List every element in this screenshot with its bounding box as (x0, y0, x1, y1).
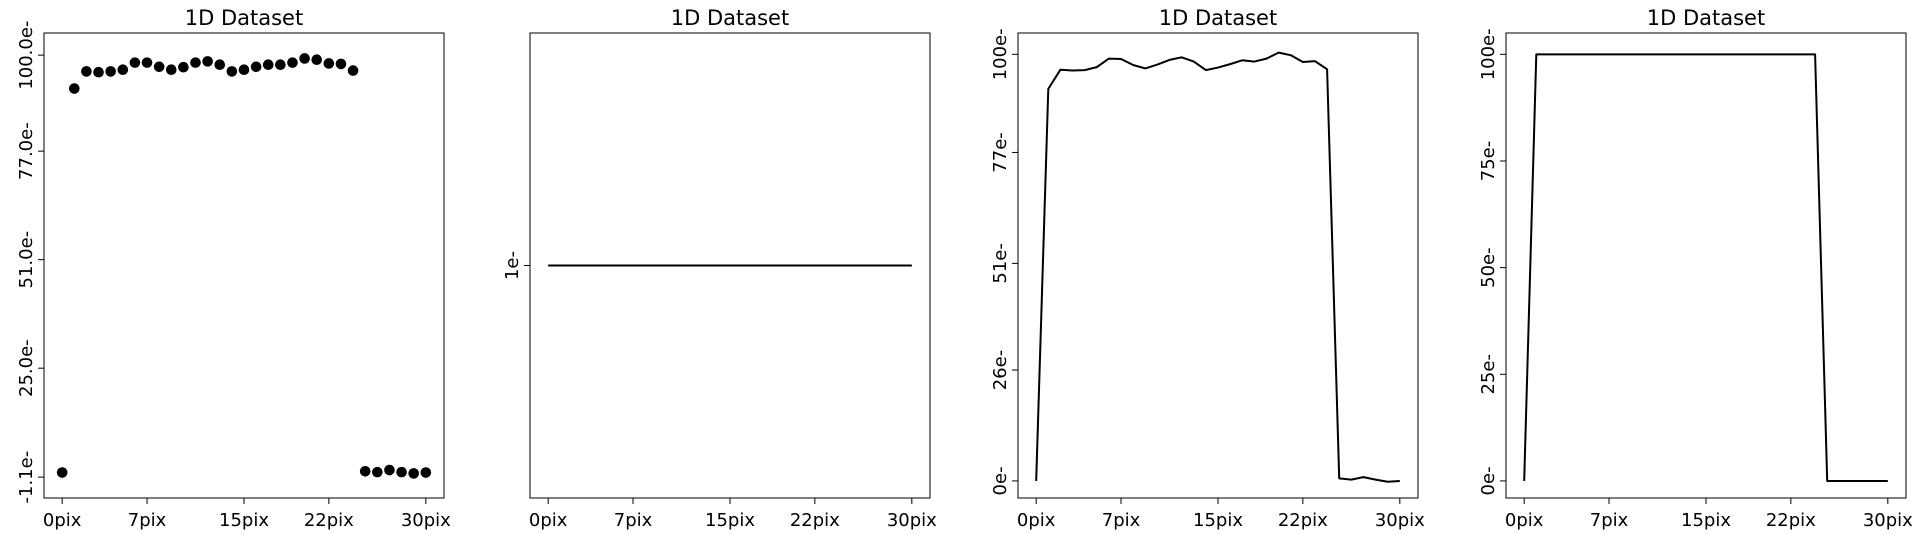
x-tick-label: 0pix (529, 510, 568, 531)
chart-title: 1D Dataset (671, 6, 789, 30)
x-tick-label: 0pix (43, 510, 82, 531)
x-tick-label: 22pix (790, 510, 840, 531)
x-tick-label: 30pix (1863, 510, 1913, 531)
chart-panel-1: 1D Dataset 0pix 7pix 15pix 22pix 30pix -1.1e- 2… (16, 6, 451, 531)
x-tick-label: 30pix (887, 510, 937, 531)
y-tick-label: 51e- (990, 243, 1011, 283)
x-tick-label: 22pix (304, 510, 354, 531)
y-tick-label: 77e- (990, 132, 1011, 172)
y-tick-label: 25e- (1478, 354, 1499, 394)
data-point (81, 66, 92, 77)
data-point (190, 57, 201, 68)
axes-frame (43, 32, 445, 499)
y-tick-label: 75e- (1478, 141, 1499, 181)
data-point (347, 65, 359, 76)
y-tick-label: 100e- (990, 28, 1011, 80)
x-tick-label: 30pix (401, 510, 451, 531)
chart-panel-2: 1D Dataset 0pix 7pix 15pix 22pix 30pix 1e- (502, 6, 937, 531)
y-tick-label: 0e- (1478, 466, 1499, 495)
data-point (117, 64, 129, 76)
x-tick-label: 30pix (1375, 510, 1425, 531)
data-point (165, 64, 177, 76)
x-tick-label: 7pix (1590, 510, 1629, 531)
data-point (238, 64, 250, 76)
data-point (359, 465, 371, 477)
data-point (311, 54, 323, 66)
x-tick-label: 22pix (1766, 510, 1816, 531)
x-tick-label: 15pix (219, 510, 269, 531)
series-line (1035, 51, 1400, 483)
y-tick-label: 26e- (990, 350, 1011, 390)
data-point (105, 66, 116, 77)
data-point (202, 56, 213, 67)
data-point (141, 57, 153, 68)
data-point (420, 467, 432, 478)
data-point (384, 464, 395, 476)
axes-frame (1017, 32, 1419, 499)
data-point (408, 468, 419, 479)
x-tick-label: 7pix (128, 510, 167, 531)
data-point (323, 58, 335, 69)
data-point (56, 467, 68, 478)
y-tick-label: 77.0e- (16, 122, 37, 180)
y-tick-label: 50e- (1478, 247, 1499, 287)
x-tick-label: 7pix (614, 510, 653, 531)
data-point (93, 66, 104, 78)
data-point (287, 57, 298, 68)
x-tick-label: 7pix (1102, 510, 1141, 531)
y-tick-label: 100e- (1478, 28, 1499, 80)
x-tick-label: 15pix (705, 510, 755, 531)
data-point (153, 61, 165, 73)
chart-panel-3: 1D Dataset 0pix 7pix 15pix 22pix 30pix 0e- 26e-… (990, 6, 1425, 531)
data-point (372, 466, 383, 478)
chart-panel-4: 1D Dataset 0pix 7pix 15pix 22pix 30pix 0e- 25e-… (1478, 6, 1913, 531)
y-tick-label: 0e- (990, 466, 1011, 495)
data-point (214, 59, 226, 71)
x-tick-label: 0pix (1505, 510, 1544, 531)
series-line (1523, 53, 1888, 482)
x-tick-label: 0pix (1017, 510, 1056, 531)
data-point (226, 66, 238, 77)
y-tick-label: 100.0e- (16, 21, 37, 90)
x-tick-label: 15pix (1681, 510, 1731, 531)
data-point (129, 57, 141, 68)
data-point (299, 53, 310, 64)
data-point (178, 61, 189, 73)
y-tick-label: 1e- (502, 251, 523, 280)
data-point (335, 58, 347, 70)
data-point (262, 59, 274, 71)
y-tick-label: 25.0e- (16, 339, 37, 397)
data-point (396, 466, 407, 478)
chart-title: 1D Dataset (1647, 6, 1765, 30)
axes-frame (1505, 32, 1907, 499)
y-tick-label: 51.0e- (16, 231, 37, 289)
y-tick-label: -1.1e- (16, 451, 37, 504)
chart-title: 1D Dataset (185, 6, 303, 30)
x-tick-label: 22pix (1278, 510, 1328, 531)
data-point (275, 59, 286, 71)
chart-title: 1D Dataset (1159, 6, 1277, 30)
data-point (250, 61, 262, 73)
x-tick-label: 15pix (1193, 510, 1243, 531)
data-point (69, 83, 80, 94)
